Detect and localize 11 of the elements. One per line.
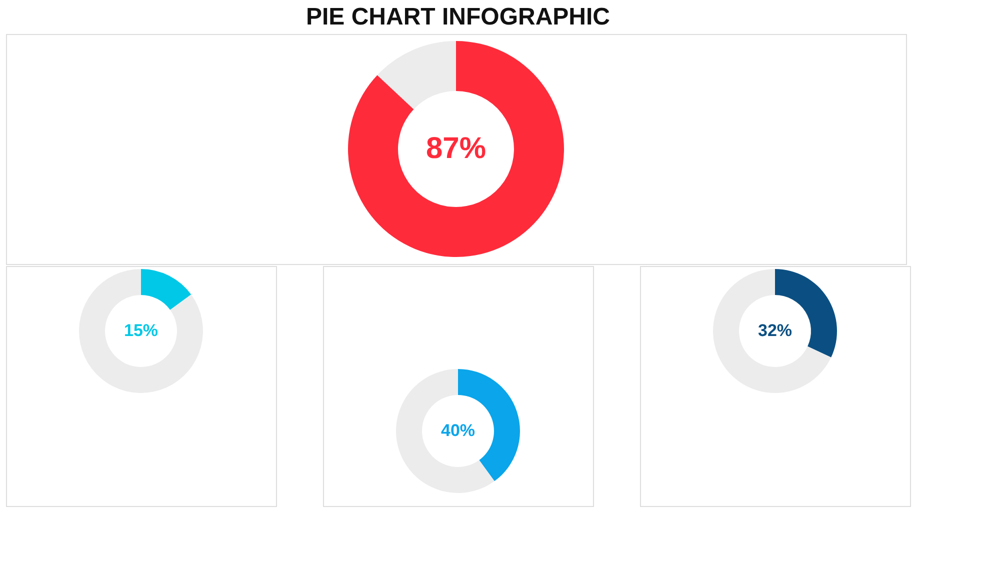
donut-slice <box>396 369 494 493</box>
donut-slice <box>348 41 564 257</box>
data-label: 40% <box>440 421 476 440</box>
donut-slice <box>79 269 203 393</box>
data-label: 87% <box>426 132 486 165</box>
data-label: 15% <box>124 321 158 340</box>
donut-slice <box>377 41 456 110</box>
donut-slice <box>713 269 832 393</box>
donut-slice <box>141 269 192 310</box>
data-label: 32% <box>758 321 792 340</box>
chart-title: PIE CHART INFOGRAPHIC <box>306 4 610 30</box>
